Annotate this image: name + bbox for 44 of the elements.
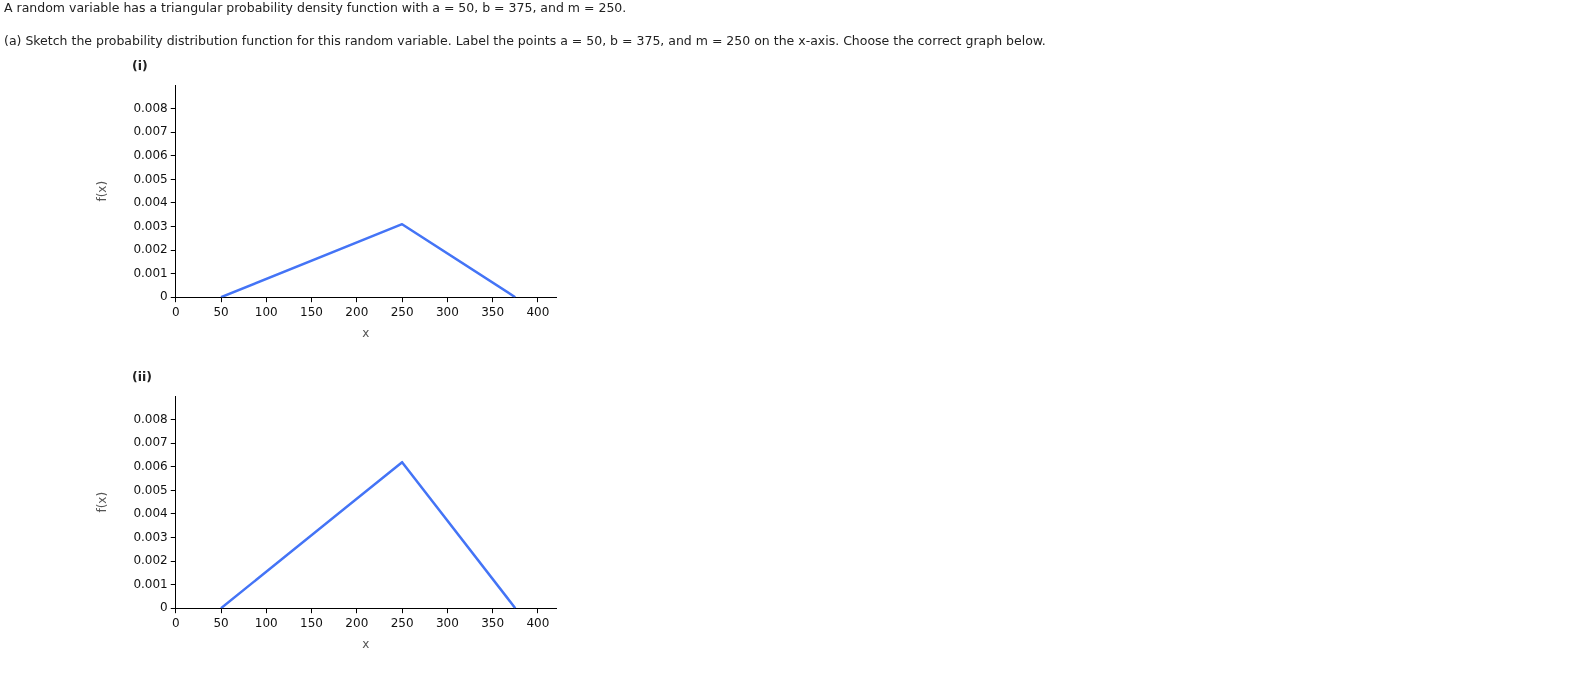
y-tick-label: 0.007 — [133, 124, 168, 139]
y-tick-label: 0.006 — [133, 147, 168, 162]
x-tick-label: 200 — [345, 615, 369, 630]
y-tick-label: 0 — [160, 600, 168, 615]
x-tick-label: 50 — [213, 615, 229, 630]
text: (a) Sketch the probability distribution function for this random variable. Label the points a = 50, b = 375, and m = 250 on the x-axis. Choose the correct graph below. — [4, 33, 1047, 48]
chart-title: (i) — [132, 58, 149, 73]
y-tick-label: 0.004 — [133, 195, 168, 210]
x-axis-title: x — [362, 325, 370, 340]
text: A random variable has a triangular probability density function with a = 50, b = 375, and m = 250. — [4, 0, 628, 15]
x-tick-label: 50 — [213, 304, 229, 319]
x-tick-label: 150 — [300, 304, 324, 319]
x-tick-label: 100 — [254, 304, 278, 319]
y-tick-label: 0.003 — [133, 218, 168, 233]
y-tick-label: 0.001 — [133, 576, 168, 591]
y-tick-label: 0.005 — [133, 482, 168, 497]
x-tick-label: 250 — [390, 304, 414, 319]
x-tick-label: 400 — [526, 304, 550, 319]
x-tick-label: 350 — [481, 304, 505, 319]
chart-title: (ii) — [132, 369, 153, 384]
x-axis-title: x — [362, 636, 370, 651]
x-tick-label: 400 — [526, 615, 550, 630]
y-tick-label: 0 — [160, 289, 168, 304]
y-tick-label: 0.003 — [133, 529, 168, 544]
x-tick-label: 350 — [481, 615, 505, 630]
x-tick-label: 150 — [300, 615, 324, 630]
y-tick-label: 0.004 — [133, 506, 168, 521]
y-tick-label: 0.008 — [133, 411, 168, 426]
x-tick-label: 200 — [345, 304, 369, 319]
y-tick-label: 0.006 — [133, 458, 168, 473]
y-tick-label: 0.002 — [133, 242, 168, 257]
x-tick-label: 0 — [171, 615, 180, 630]
x-tick-label: 300 — [435, 304, 459, 319]
y-tick-label: 0.005 — [133, 171, 168, 186]
y-axis-title: f(x) — [95, 491, 110, 513]
x-tick-label: 100 — [254, 615, 278, 630]
y-tick-label: 0.002 — [133, 553, 168, 568]
x-tick-label: 0 — [171, 304, 180, 319]
x-tick-label: 300 — [435, 615, 459, 630]
y-axis-title: f(x) — [95, 180, 110, 202]
y-tick-label: 0.008 — [133, 100, 168, 115]
x-tick-label: 250 — [390, 615, 414, 630]
y-tick-label: 0.001 — [133, 265, 168, 280]
y-tick-label: 0.007 — [133, 435, 168, 450]
